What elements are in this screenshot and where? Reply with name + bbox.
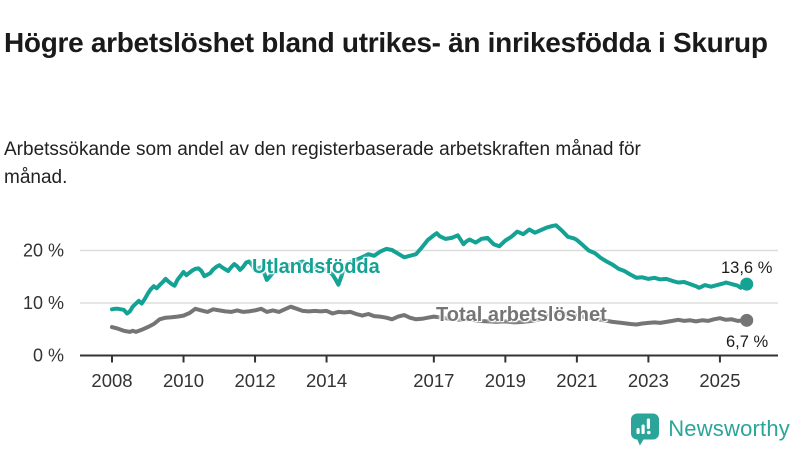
y-tick-label-0: 0 % [33,346,64,366]
end-value-label-total: 6,7 % [726,333,769,351]
x-tick-label-2014: 2014 [306,370,347,391]
data-series [110,223,754,334]
line-series-total [110,304,749,334]
end-value-label-utlandsfodda: 13,6 % [721,259,773,277]
x-tick-label-2021: 2021 [556,370,597,391]
series-label-total-arbetsloshet: Total arbetslöshet [436,304,607,326]
y-tick-label-20: 20 % [23,241,64,261]
y-tick-label-10: 10 % [23,293,64,313]
x-tick-label-2023: 2023 [628,370,669,391]
x-tick-label-2017: 2017 [413,370,454,391]
x-tick-label-2019: 2019 [485,370,526,391]
end-point-utlandsfodda [740,277,754,291]
newsworthy-logo-text: Newsworthy [668,416,790,441]
x-axis-labels: 2008 2010 2012 2014 2017 2019 2021 2023 2025 [91,370,740,391]
page-subtitle: Arbetssökande som andel av den registerb… [4,139,641,188]
x-tick-label-2008: 2008 [91,370,132,391]
line-series-utlandsfodda [110,223,749,316]
end-point-total [740,313,754,327]
x-tick-label-2025: 2025 [699,370,740,391]
x-tick-label-2012: 2012 [234,370,275,391]
page-title: Högre arbetslöshet bland utrikes- än inr… [4,26,768,58]
newsworthy-logo: Newsworthy [630,411,790,447]
series-label-utlandsfodda: Utlandsfödda [252,256,380,278]
bar-chart-speech-bubble-icon [631,413,660,445]
x-axis [80,354,778,363]
x-tick-label-2010: 2010 [163,370,204,391]
y-axis-labels: 0 % 10 % 20 % [23,241,64,366]
gridlines [80,249,778,304]
